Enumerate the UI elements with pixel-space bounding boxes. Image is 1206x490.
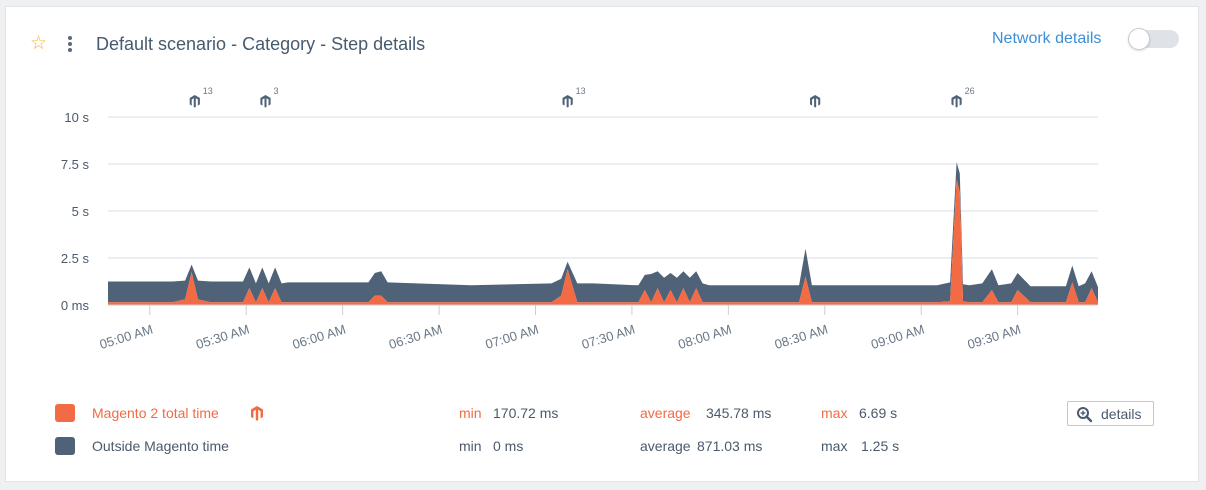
- stat-average-label: average: [640, 438, 691, 454]
- magento-marker-icon[interactable]: 13: [189, 86, 213, 108]
- chart-annotations: 13 3 13 26: [189, 86, 975, 108]
- legend-swatch: [55, 404, 75, 422]
- star-icon[interactable]: ☆: [30, 33, 48, 54]
- kebab-menu-icon[interactable]: [68, 36, 74, 52]
- y-tick-label: 0 ms: [61, 298, 90, 313]
- magento-marker-icon[interactable]: 3: [260, 86, 279, 108]
- details-button-label: details: [1101, 406, 1142, 422]
- stat-min-value: 170.72 ms: [493, 405, 559, 421]
- x-tick-label: 09:00 AM: [869, 322, 926, 352]
- magento-marker-icon[interactable]: 13: [562, 86, 586, 108]
- network-details-link[interactable]: Network details: [992, 30, 1102, 47]
- magento-marker-icon[interactable]: 26: [951, 86, 975, 108]
- stat-min-value: 0 ms: [493, 438, 524, 454]
- toggle-knob: [1128, 28, 1150, 50]
- x-tick-label: 05:00 AM: [98, 322, 155, 352]
- legend-label: Outside Magento time: [92, 438, 229, 454]
- x-tick-label: 07:30 AM: [580, 322, 637, 352]
- step-details-card: [5, 6, 1199, 482]
- x-tick-label: 06:00 AM: [291, 322, 348, 352]
- page-title: Default scenario - Category - Step detai…: [96, 34, 426, 54]
- marker-count: 13: [576, 86, 586, 96]
- legend-label: Magento 2 total time: [92, 405, 219, 421]
- y-tick-label: 7.5 s: [61, 157, 90, 172]
- stat-min-label: min: [459, 438, 482, 454]
- stat-average-value: 345.78 ms: [706, 405, 772, 421]
- network-details-toggle[interactable]: [1128, 28, 1179, 50]
- chart-series: [108, 162, 1098, 305]
- series-area-outside: [108, 162, 1098, 303]
- x-tick-label: 08:00 AM: [676, 322, 733, 352]
- x-tick-label: 06:30 AM: [387, 322, 444, 352]
- stat-min-label: min: [459, 405, 482, 421]
- zoom-in-icon: [1077, 407, 1093, 423]
- x-tick-label: 08:30 AM: [773, 322, 830, 352]
- y-tick-label: 5 s: [72, 204, 90, 219]
- y-tick-label: 10 s: [64, 110, 89, 125]
- stat-average-label: average: [640, 405, 691, 421]
- stat-max-label: max: [821, 405, 848, 421]
- magento-logo-icon: [251, 406, 263, 421]
- x-tick-label: 07:00 AM: [483, 322, 540, 352]
- legend-swatch: [55, 437, 75, 455]
- marker-count: 13: [203, 86, 213, 96]
- x-tick-label: 05:30 AM: [194, 322, 251, 352]
- details-button[interactable]: details: [1067, 401, 1154, 426]
- y-tick-label: 2.5 s: [61, 251, 90, 266]
- stat-average-value: 871.03 ms: [697, 438, 763, 454]
- marker-count: 26: [965, 86, 975, 96]
- magento-marker-icon[interactable]: [810, 95, 821, 108]
- chart-grid: [108, 116, 1098, 306]
- stat-max-value: 1.25 s: [861, 438, 900, 454]
- stat-max-value: 6.69 s: [859, 405, 898, 421]
- x-axis: 05:00 AM 05:30 AM 06:00 AM 06:30 AM 07:00 AM…: [98, 304, 1098, 352]
- marker-count: 3: [274, 86, 279, 96]
- y-axis: 10 s 7.5 s 5 s 2.5 s 0 ms: [61, 110, 90, 313]
- x-tick-label: 09:30 AM: [966, 322, 1023, 352]
- stat-max-label: max: [821, 438, 848, 454]
